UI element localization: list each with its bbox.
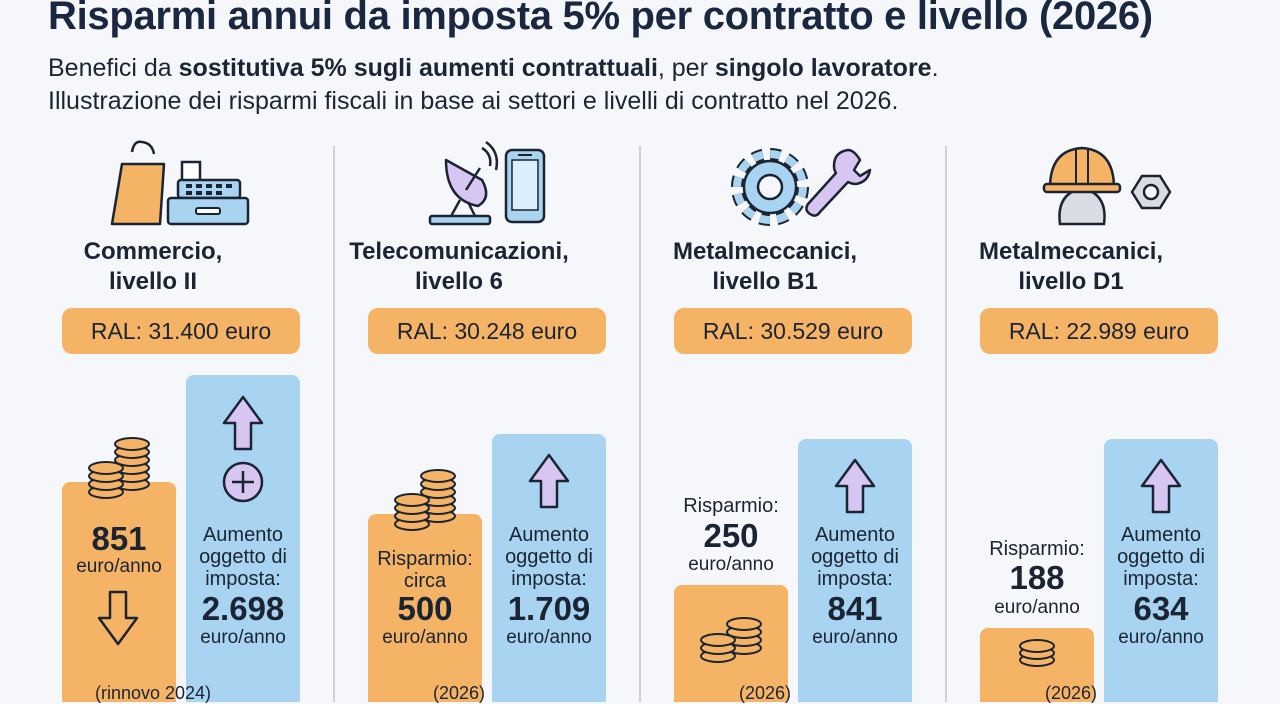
smartphone-icon — [504, 148, 546, 224]
subtitle-highlight: sostitutiva 5% sugli aumenti contrattual… — [178, 54, 658, 82]
cash-register-icon — [166, 160, 250, 226]
column-footnote: (2026) — [432, 683, 486, 703]
taxed-increase-value: 634 — [1133, 590, 1189, 627]
column-footnote: (rinnovo 2024) — [94, 683, 212, 703]
saving-unit: euro/anno — [994, 597, 1080, 618]
taxed-increase-label: Aumento — [1120, 524, 1202, 546]
saving-label: Risparmio: — [683, 495, 779, 517]
saving-unit: euro/anno — [76, 556, 162, 577]
column-title-line: livello 6 — [414, 268, 504, 295]
column-footnote: (2026) — [738, 683, 792, 703]
column-footnote: (2026) — [1044, 683, 1098, 703]
page-title: Risparmi annui da imposta 5% per contrat… — [48, 0, 1153, 38]
column-title-line: Metalmeccanici, — [978, 238, 1164, 265]
taxed-increase-label: imposta: — [511, 568, 587, 590]
taxed-increase-label: oggetto di — [199, 546, 287, 568]
taxed-increase-unit: euro/anno — [812, 627, 898, 648]
saving-value: 500 — [397, 590, 453, 627]
gear-icon — [731, 148, 809, 226]
ral-badge: RAL: 31.400 euro — [62, 308, 300, 354]
page-subtitle: Benefici da sostitutiva 5% sugli aumenti… — [48, 52, 939, 118]
column-title: Metalmeccanici, livello B1 — [612, 237, 918, 297]
shopping-bag-icon — [110, 140, 166, 226]
taxed-increase-label: oggetto di — [1117, 546, 1205, 568]
taxed-increase-value: 841 — [827, 590, 883, 627]
arrow-up-icon — [528, 453, 570, 509]
ral-badge: RAL: 30.248 euro — [368, 308, 606, 354]
coins-icon — [1019, 639, 1055, 667]
column-title: Metalmeccanici, livello D1 — [918, 237, 1224, 297]
wrench-icon — [805, 148, 872, 217]
saving-label: circa — [403, 570, 447, 592]
column-icons — [0, 140, 306, 230]
subtitle-text: . — [931, 54, 939, 82]
taxed-increase-label: Aumento — [508, 524, 590, 546]
taxed-increase-label: imposta: — [1123, 568, 1199, 590]
saving-label: Risparmio: — [377, 548, 473, 570]
arrow-up-icon — [834, 458, 876, 514]
column-metalmeccanici-d1: Metalmeccanici, livello D1 RAL: 22.989 e… — [918, 140, 1224, 703]
saving-value: 851 — [91, 520, 147, 557]
hard-hat-icon — [1042, 146, 1122, 226]
coins-icon — [394, 469, 456, 531]
coins-icon — [700, 617, 762, 663]
subtitle-text: Benefici da — [48, 54, 179, 82]
subtitle-line-2: Illustrazione dei risparmi fiscali in ba… — [48, 87, 899, 115]
taxed-increase-unit: euro/anno — [1118, 627, 1204, 648]
ral-badge: RAL: 30.529 euro — [674, 308, 912, 354]
column-title-line: Metalmeccanici, — [672, 238, 858, 265]
saving-value: 188 — [1009, 559, 1065, 596]
subtitle-text: , per — [657, 54, 715, 82]
column-icons — [918, 140, 1224, 230]
column-telecomunicazioni: Telecomunicazioni, livello 6 RAL: 30.248… — [306, 140, 612, 703]
plus-circle-icon — [222, 461, 264, 503]
coins-icon — [88, 437, 150, 499]
arrow-up-icon — [1140, 458, 1182, 514]
taxed-increase-value: 2.698 — [201, 590, 285, 627]
column-commercio: Commercio, livello II RAL: 31.400 euro 8… — [0, 140, 306, 703]
taxed-increase-unit: euro/anno — [200, 627, 286, 648]
taxed-increase-label: Aumento — [814, 524, 896, 546]
column-title-line: Telecomunicazioni, — [349, 238, 569, 265]
saving-label: Risparmio: — [989, 538, 1085, 560]
saving-bar — [368, 514, 482, 702]
taxed-increase-label: imposta: — [205, 568, 281, 590]
column-divider — [639, 146, 641, 702]
column-icons — [612, 140, 918, 230]
saving-value: 250 — [703, 517, 759, 554]
hex-nut-icon — [1130, 174, 1172, 210]
taxed-increase-label: oggetto di — [811, 546, 899, 568]
column-divider — [945, 146, 947, 702]
arrow-down-icon — [97, 590, 139, 646]
taxed-increase-label: Aumento — [202, 524, 284, 546]
column-title: Commercio, livello II — [0, 237, 306, 297]
column-title: Telecomunicazioni, livello 6 — [306, 237, 612, 297]
column-metalmeccanici-b1: Metalmeccanici, livello B1 RAL: 30.529 e… — [612, 140, 918, 703]
column-title-line: livello B1 — [712, 268, 818, 295]
taxed-increase-unit: euro/anno — [506, 627, 592, 648]
saving-unit: euro/anno — [688, 554, 774, 575]
ral-badge: RAL: 22.989 euro — [980, 308, 1218, 354]
taxed-increase-label: oggetto di — [505, 546, 593, 568]
taxed-increase-label: imposta: — [817, 568, 893, 590]
satellite-dish-icon — [428, 140, 499, 226]
saving-unit: euro/anno — [382, 627, 468, 648]
subtitle-highlight: singolo lavoratore — [714, 54, 932, 82]
column-title-line: livello D1 — [1018, 268, 1124, 295]
arrow-up-icon — [222, 395, 264, 451]
column-title-line: livello II — [108, 268, 198, 295]
column-divider — [333, 146, 335, 702]
column-icons — [306, 140, 612, 230]
taxed-increase-value: 1.709 — [507, 590, 591, 627]
column-title-line: Commercio, — [83, 238, 223, 265]
